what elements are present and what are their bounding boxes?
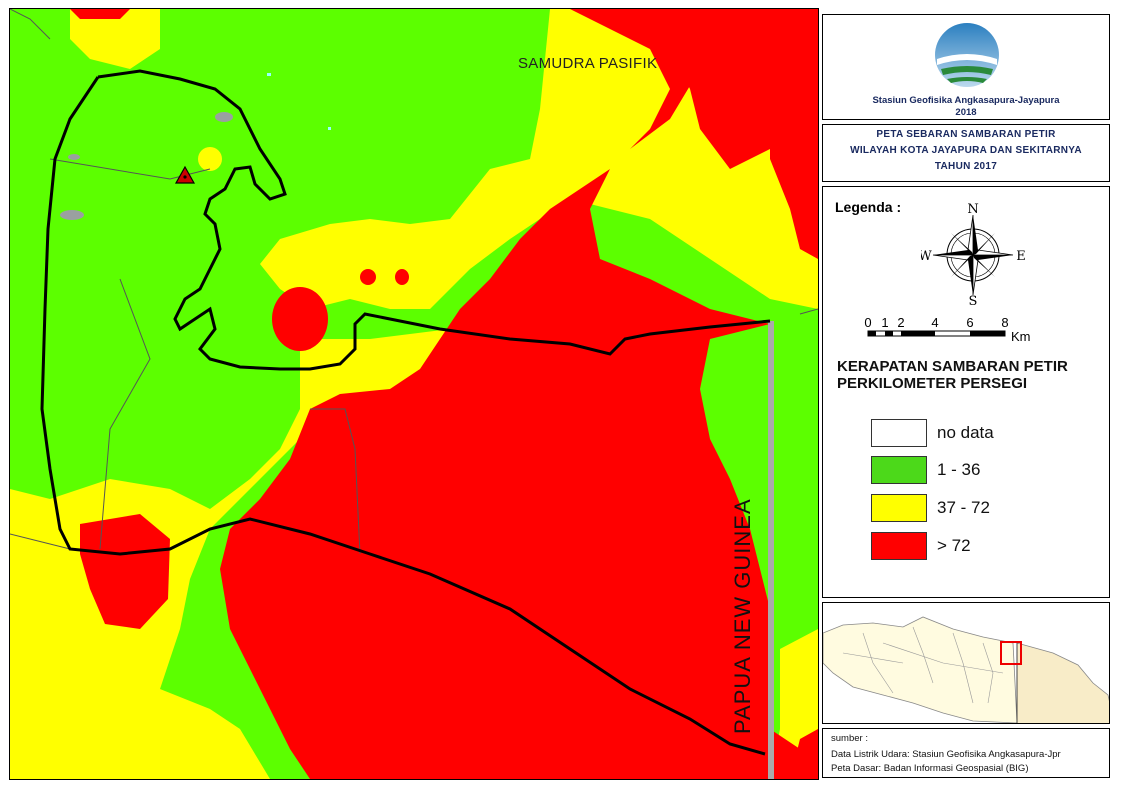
scale-bar: 0 1 2 4 6 8 Km xyxy=(864,315,1031,344)
country-label: PAPUA NEW GUINEA xyxy=(730,498,755,734)
inset-papua xyxy=(823,616,1018,723)
ocean-label: SAMUDRA PASIFIK xyxy=(518,55,658,72)
source-line2: Peta Dasar: Badan Informasi Geospasial (… xyxy=(831,763,1029,774)
inset-map-canvas xyxy=(823,603,1109,723)
legend-panel: Legenda : N S E W 0 1 2 4 6 xyxy=(822,186,1110,598)
logo-panel: Stasiun Geofisika Angkasapura-Jayapura 2… xyxy=(822,14,1110,120)
island xyxy=(267,73,271,76)
legend-swatch xyxy=(871,456,927,484)
compass-s: S xyxy=(969,294,978,305)
compass-n: N xyxy=(967,202,978,217)
scale-tick: 2 xyxy=(897,315,904,330)
inset-location-marker xyxy=(1000,641,1022,665)
compass-w: W xyxy=(921,249,932,264)
map-title-line1: PETA SEBARAN SAMBARAN PETIR xyxy=(876,129,1056,140)
scale-tick: 4 xyxy=(931,315,938,330)
map-title-line3: TAHUN 2017 xyxy=(934,161,998,172)
compass-rose-icon: N S E W xyxy=(921,202,1025,305)
legend-class-high: > 72 xyxy=(871,532,1091,562)
scale-tick: 1 xyxy=(881,315,888,330)
logo-year: 2018 xyxy=(955,107,977,118)
city-boundary xyxy=(40,69,771,756)
legend-class-mid: 37 - 72 xyxy=(871,494,1091,524)
title-panel: PETA SEBARAN SAMBARAN PETIR WILAYAH KOTA… xyxy=(822,124,1110,182)
inset-map xyxy=(822,602,1110,724)
scale-tick: 8 xyxy=(1001,315,1008,330)
scale-tick: 6 xyxy=(966,315,973,330)
source-line1: Data Listrik Udara: Stasiun Geofisika An… xyxy=(831,749,1061,760)
density-title-line1: KERAPATAN SAMBARAN PETIR xyxy=(837,358,1068,375)
bmkg-logo-icon xyxy=(935,23,999,87)
density-title: KERAPATAN SAMBARAN PETIR PERKILOMETER PE… xyxy=(837,358,1068,392)
scale-unit: Km xyxy=(1011,329,1031,344)
legend-swatch xyxy=(871,419,927,447)
source-heading: sumber : xyxy=(831,733,868,744)
legend-swatch xyxy=(871,532,927,560)
density-title-line2: PERKILOMETER PERSEGI xyxy=(837,375,1028,392)
water-features xyxy=(60,112,774,779)
compass-e: E xyxy=(1016,249,1025,264)
map-canvas xyxy=(10,9,818,779)
district-boundaries xyxy=(10,9,818,555)
legend-class-low: 1 - 36 xyxy=(871,456,1091,486)
org-name: Stasiun Geofisika Angkasapura-Jayapura xyxy=(872,95,1060,106)
legend-label: no data xyxy=(937,423,994,442)
inset-png xyxy=(1016,642,1109,723)
legend-heading: Legenda : xyxy=(835,199,902,215)
map-title-line2: WILAYAH KOTA JAYAPURA DAN SEKITARNYA xyxy=(850,145,1082,156)
legend-label: 37 - 72 xyxy=(937,498,990,517)
legend-class-nodata: no data xyxy=(871,419,1091,449)
lightning-density-map[interactable]: SAMUDRA PASIFIK PAPUA NEW GUINEA xyxy=(9,8,819,780)
source-panel: sumber : Data Listrik Udara: Stasiun Geo… xyxy=(822,728,1110,778)
zone-high xyxy=(70,9,818,779)
station-marker-icon xyxy=(174,165,196,184)
island xyxy=(328,127,331,130)
legend-label: > 72 xyxy=(937,536,971,555)
legend-label: 1 - 36 xyxy=(937,460,981,479)
legend-swatch xyxy=(871,494,927,522)
scale-tick: 0 xyxy=(864,315,871,330)
